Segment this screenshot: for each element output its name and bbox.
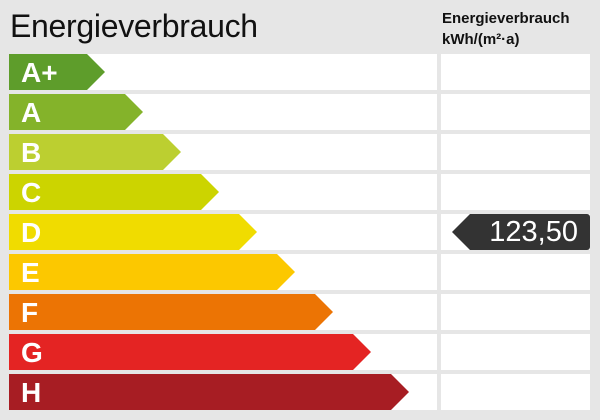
class-bar-C: C bbox=[9, 174, 219, 210]
class-label: C bbox=[21, 177, 42, 208]
class-label: G bbox=[21, 337, 43, 368]
class-label: D bbox=[21, 217, 42, 248]
value-cell bbox=[441, 54, 590, 90]
class-bar-B: B bbox=[9, 134, 181, 170]
class-bar-Aplus: A+ bbox=[9, 54, 105, 90]
class-bar-F: F bbox=[9, 294, 333, 330]
class-bar-H: H bbox=[9, 374, 409, 410]
class-bar-E: E bbox=[9, 254, 295, 290]
value-cell bbox=[441, 134, 590, 170]
class-label: A bbox=[21, 97, 42, 128]
value-cell bbox=[441, 174, 590, 210]
value-label: 123,50 bbox=[489, 216, 578, 248]
class-bar-D: D bbox=[9, 214, 257, 250]
value-cell bbox=[441, 334, 590, 370]
unit-line-1: Energieverbrauch bbox=[442, 10, 570, 27]
class-label: B bbox=[21, 137, 42, 168]
value-marker: 123,50 bbox=[452, 214, 590, 250]
class-label: A+ bbox=[21, 57, 58, 88]
class-bar-A: A bbox=[9, 94, 143, 130]
value-cell bbox=[441, 94, 590, 130]
value-cell bbox=[441, 294, 590, 330]
page-title: Energieverbrauch bbox=[10, 8, 258, 44]
value-cell bbox=[441, 374, 590, 410]
unit-header: Energieverbrauch kWh/(m²·a) bbox=[442, 8, 570, 50]
value-cell bbox=[441, 254, 590, 290]
class-label: F bbox=[21, 297, 39, 328]
class-label: H bbox=[21, 377, 42, 408]
unit-line-2: kWh/(m²·a) bbox=[442, 31, 520, 48]
class-label: E bbox=[21, 257, 40, 288]
class-bar-G: G bbox=[9, 334, 371, 370]
